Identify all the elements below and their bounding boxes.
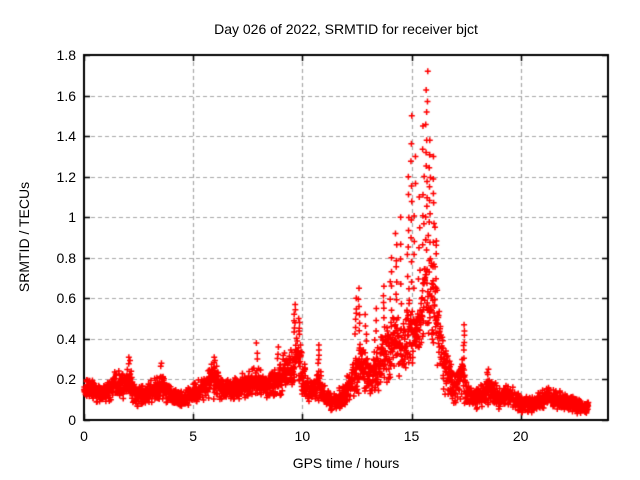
chart-title: Day 026 of 2022, SRMTID for receiver bjc… <box>214 21 478 37</box>
x-tick-label: 0 <box>80 428 88 444</box>
y-tick-label: 1.8 <box>56 47 76 63</box>
y-tick-label: 1.6 <box>56 87 76 104</box>
y-tick-label: 0 <box>68 412 76 428</box>
y-tick-label: 0.6 <box>56 290 76 307</box>
y-tick-label: 0.4 <box>56 330 76 347</box>
y-tick-label: 0.8 <box>56 249 76 266</box>
y-axis-label: SRMTID / TECUs <box>16 181 32 293</box>
y-tick-label: 1.2 <box>56 168 76 185</box>
x-axis-label: GPS time / hours <box>292 455 400 471</box>
x-tick-label: 15 <box>403 428 420 444</box>
y-tick-label: 1 <box>68 209 76 226</box>
x-tick-label: 10 <box>294 428 311 444</box>
x-tick-label: 20 <box>512 428 529 444</box>
y-tick-label: 1.4 <box>56 128 76 145</box>
y-tick-label: 0.2 <box>56 371 76 388</box>
x-tick-label: 5 <box>189 428 198 444</box>
